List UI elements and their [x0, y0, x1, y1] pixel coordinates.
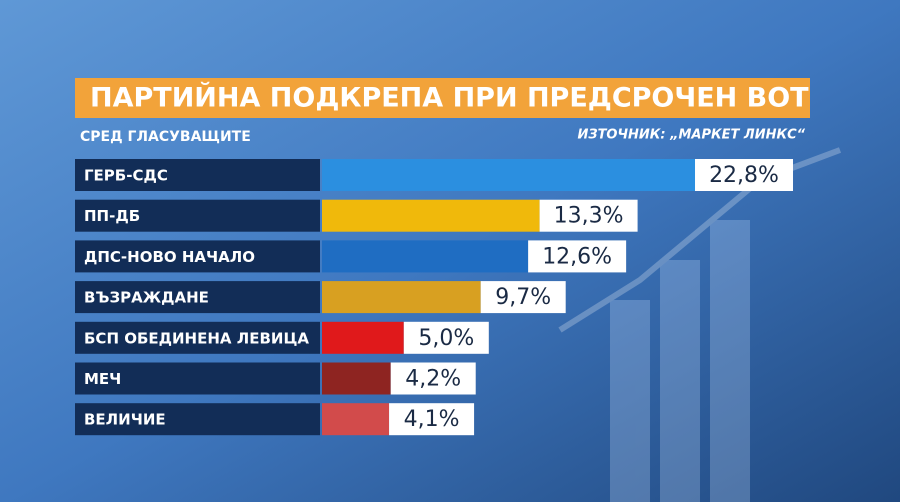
- chart-title: ПАРТИЙНА ПОДКРЕПА ПРИ ПРЕДСРОЧЕН ВОТ: [90, 82, 809, 114]
- label-panel: [75, 199, 320, 232]
- category-label: ПП-ДБ: [84, 207, 140, 225]
- bar: [322, 362, 391, 395]
- label-panel: [75, 403, 320, 436]
- bar: [322, 159, 696, 191]
- subtitle: СРЕД ГЛАСУВАЩИТЕ: [80, 129, 251, 145]
- value-box: [390, 362, 476, 395]
- value-label: 22,8%: [709, 163, 779, 188]
- bar: [322, 199, 540, 232]
- label-panel: [75, 240, 320, 273]
- value-box: [389, 403, 475, 436]
- bar: [322, 403, 390, 436]
- category-label: ВЕЛИЧИЕ: [84, 411, 166, 429]
- label-panel: [75, 281, 320, 314]
- source: ИЗТОЧНИК: „МАРКЕТ ЛИНКС“: [577, 128, 805, 143]
- value-label: 13,3%: [554, 204, 624, 229]
- title-banner: [75, 78, 810, 118]
- value-label: 12,6%: [542, 244, 612, 269]
- category-label: БСП ОБЕДИНЕНА ЛЕВИЦА: [84, 329, 309, 347]
- bar: [322, 281, 481, 314]
- value-box: [403, 321, 489, 354]
- category-label: ГЕРБ-СДС: [84, 167, 168, 185]
- bar: [322, 240, 529, 273]
- value-label: 5,0%: [418, 326, 474, 351]
- bar: [322, 321, 404, 354]
- category-label: ДПС-НОВО НАЧАЛО: [84, 248, 255, 266]
- value-label: 4,1%: [404, 407, 460, 432]
- value-box: [539, 199, 638, 232]
- value-box: [528, 240, 627, 273]
- category-label: ВЪЗРАЖДАНЕ: [84, 289, 209, 307]
- value-label: 9,7%: [495, 285, 551, 310]
- label-panel: [75, 159, 320, 191]
- label-panel: [75, 362, 320, 395]
- value-box: [480, 281, 566, 314]
- value-label: 4,2%: [405, 367, 461, 392]
- category-label: МЕЧ: [84, 370, 121, 388]
- label-panel: [75, 321, 320, 354]
- value-box: [695, 159, 794, 191]
